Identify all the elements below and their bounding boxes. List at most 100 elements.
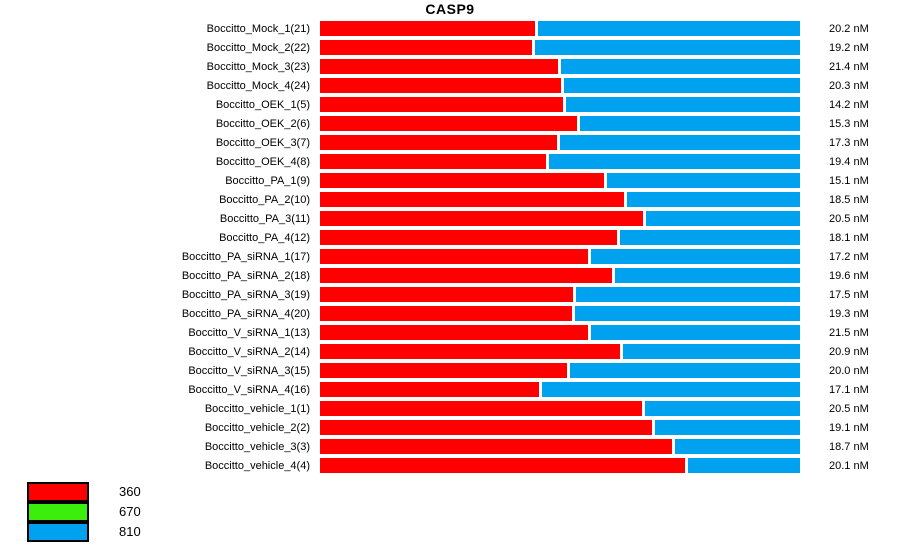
- stacked-bar: [320, 21, 800, 36]
- bar-segment-810: [563, 78, 800, 93]
- stacked-bar: [320, 420, 800, 435]
- table-row: Boccitto_vehicle_4(4) 20.1 nM: [0, 456, 900, 475]
- row-value: 18.1 nM: [829, 231, 869, 244]
- row-value: 19.3 nM: [829, 307, 869, 320]
- row-value: 20.3 nM: [829, 79, 869, 92]
- row-value: 20.0 nM: [829, 364, 869, 377]
- bar-segment-gap: [643, 211, 647, 226]
- row-value: 19.2 nM: [829, 41, 869, 54]
- bar-segment-360: [320, 78, 561, 93]
- bar-segment-810: [570, 363, 800, 378]
- row-value: 19.4 nM: [829, 155, 869, 168]
- bar-segment-gap: [617, 230, 621, 245]
- stacked-bar: [320, 116, 800, 131]
- stacked-bar: [320, 173, 800, 188]
- stacked-bar: [320, 154, 800, 169]
- row-value: 17.3 nM: [829, 136, 869, 149]
- bar-segment-360: [320, 401, 643, 416]
- bar-segment-gap: [671, 439, 675, 454]
- row-value: 18.5 nM: [829, 193, 869, 206]
- stacked-bar: [320, 363, 800, 378]
- bar-segment-gap: [642, 401, 646, 416]
- table-row: Boccitto_OEK_2(6) 15.3 nM: [0, 114, 900, 133]
- table-row: Boccitto_Mock_3(23) 21.4 nM: [0, 57, 900, 76]
- bar-segment-360: [320, 306, 572, 321]
- stacked-bar: [320, 192, 800, 207]
- legend-swatch: [27, 482, 89, 502]
- bar-segment-810: [561, 59, 800, 74]
- row-label: Boccitto_OEK_1(5): [215, 98, 310, 111]
- bar-segment-gap: [684, 458, 688, 473]
- stacked-bar: [320, 211, 800, 226]
- bar-segment-810: [614, 268, 800, 283]
- row-value: 17.5 nM: [829, 288, 869, 301]
- table-row: Boccitto_V_siRNA_2(14) 20.9 nM: [0, 342, 900, 361]
- table-row: Boccitto_V_siRNA_4(16) 17.1 nM: [0, 380, 900, 399]
- row-label: Boccitto_vehicle_4(4): [204, 459, 310, 472]
- bar-segment-gap: [567, 363, 571, 378]
- row-label: Boccitto_V_siRNA_3(15): [188, 364, 310, 377]
- bar-segment-360: [320, 249, 588, 264]
- stacked-bar: [320, 97, 800, 112]
- table-row: Boccitto_PA_siRNA_4(20) 19.3 nM: [0, 304, 900, 323]
- table-row: Boccitto_OEK_3(7) 17.3 nM: [0, 133, 900, 152]
- legend-swatch: [27, 522, 89, 542]
- table-row: Boccitto_Mock_2(22) 19.2 nM: [0, 38, 900, 57]
- bar-segment-810: [590, 325, 800, 340]
- bar-segment-360: [320, 116, 577, 131]
- page-title: CASP9: [425, 1, 475, 17]
- row-label: Boccitto_PA_siRNA_2(18): [181, 269, 310, 282]
- stacked-bar: [320, 59, 800, 74]
- table-row: Boccitto_PA_4(12) 18.1 nM: [0, 228, 900, 247]
- row-label: Boccitto_PA_1(9): [225, 174, 310, 187]
- bar-segment-360: [320, 363, 568, 378]
- bar-segment-360: [320, 420, 653, 435]
- bar-segment-810: [645, 401, 800, 416]
- bar-segment-gap: [620, 344, 623, 359]
- bar-segment-360: [320, 287, 573, 302]
- row-value: 20.2 nM: [829, 22, 869, 35]
- bar-segment-gap: [604, 173, 608, 188]
- stacked-bar: [320, 344, 800, 359]
- bar-segment-gap: [532, 40, 536, 55]
- bar-segment-810: [575, 287, 800, 302]
- row-label: Boccitto_Mock_4(24): [206, 79, 310, 92]
- row-value: 17.1 nM: [829, 383, 869, 396]
- stacked-bar: [320, 287, 800, 302]
- bar-segment-gap: [611, 268, 615, 283]
- bar-segment-360: [320, 192, 624, 207]
- bar-segment-360: [320, 135, 558, 150]
- table-row: Boccitto_OEK_4(8) 19.4 nM: [0, 152, 900, 171]
- bar-segment-810: [560, 135, 800, 150]
- bar-segment-810: [655, 420, 800, 435]
- bar-segment-810: [538, 21, 800, 36]
- bar-segment-gap: [560, 78, 564, 93]
- table-row: Boccitto_V_siRNA_1(13) 21.5 nM: [0, 323, 900, 342]
- bar-segment-gap: [652, 420, 656, 435]
- bar-segment-810: [549, 154, 800, 169]
- stacked-bar: [320, 268, 800, 283]
- legend-label: 810: [119, 523, 141, 539]
- table-row: Boccitto_PA_siRNA_2(18) 19.6 nM: [0, 266, 900, 285]
- row-label: Boccitto_PA_3(11): [219, 212, 310, 225]
- row-label: Boccitto_vehicle_1(1): [204, 402, 310, 415]
- bar-segment-gap: [558, 59, 562, 74]
- bar-segment-810: [541, 382, 800, 397]
- row-label: Boccitto_Mock_2(22): [206, 41, 310, 54]
- bar-segment-810: [626, 192, 800, 207]
- bar-segment-360: [320, 230, 618, 245]
- legend-label: 670: [119, 503, 141, 519]
- row-value: 15.1 nM: [829, 174, 869, 187]
- bar-segment-810: [620, 230, 800, 245]
- bar-segment-gap: [535, 21, 539, 36]
- bar-segment-810: [687, 458, 800, 473]
- stacked-bar: [320, 439, 800, 454]
- table-row: Boccitto_PA_1(9) 15.1 nM: [0, 171, 900, 190]
- stacked-bar: [320, 135, 800, 150]
- row-value: 19.1 nM: [829, 421, 869, 434]
- row-label: Boccitto_PA_siRNA_1(17): [181, 250, 310, 263]
- stacked-bar: [320, 78, 800, 93]
- bar-segment-360: [320, 382, 539, 397]
- row-value: 18.7 nM: [829, 440, 869, 453]
- bar-segment-810: [674, 439, 800, 454]
